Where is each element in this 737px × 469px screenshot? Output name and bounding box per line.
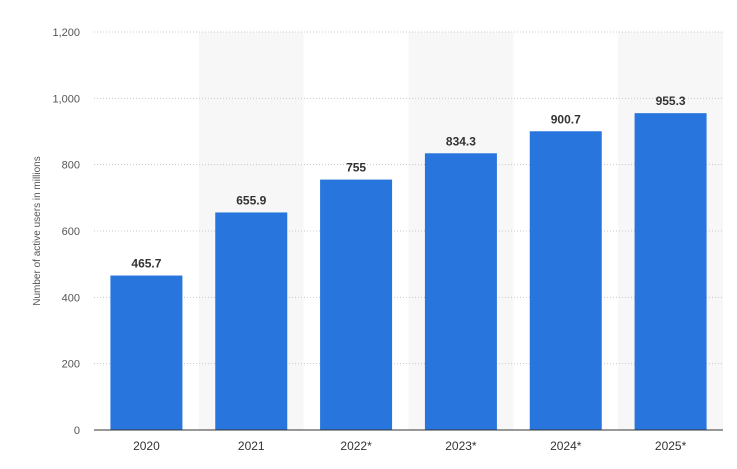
bars <box>110 113 707 431</box>
x-tick-label: 2025* <box>655 439 687 453</box>
data-labels: 465.7 655.9 755 834.3 900.7 955.3 <box>131 94 686 270</box>
y-tick-label: 800 <box>62 160 80 172</box>
data-label: 465.7 <box>131 257 161 271</box>
x-tick-label: 2021 <box>238 439 265 453</box>
y-tick-label: 400 <box>62 292 80 304</box>
bar-2022 <box>320 179 393 430</box>
bar-2023 <box>424 153 497 430</box>
x-axis-ticks: 2020 2021 2022* 2023* 2024* 2025* <box>133 439 687 453</box>
data-label: 755 <box>346 161 366 175</box>
x-tick-label: 2020 <box>133 439 160 453</box>
data-label: 955.3 <box>656 94 686 108</box>
data-label: 900.7 <box>551 112 581 126</box>
y-tick-label: 1,000 <box>52 93 80 105</box>
y-tick-label: 200 <box>62 359 80 371</box>
data-label: 834.3 <box>446 134 476 148</box>
bar-2025 <box>634 113 707 430</box>
x-tick-label: 2022* <box>340 439 372 453</box>
y-tick-label: 600 <box>62 226 80 238</box>
data-label: 655.9 <box>236 193 266 207</box>
x-tick-label: 2024* <box>550 439 582 453</box>
y-axis-title: Number of active users in millions <box>32 156 43 306</box>
y-axis-ticks: 0 200 400 600 800 1,000 1,200 <box>52 27 80 437</box>
x-tick-label: 2023* <box>445 439 477 453</box>
bar-2020 <box>110 275 183 430</box>
y-tick-label: 0 <box>74 425 80 437</box>
bar-2024 <box>529 131 602 431</box>
y-tick-label: 1,200 <box>52 27 80 39</box>
bar-2021 <box>215 212 288 430</box>
